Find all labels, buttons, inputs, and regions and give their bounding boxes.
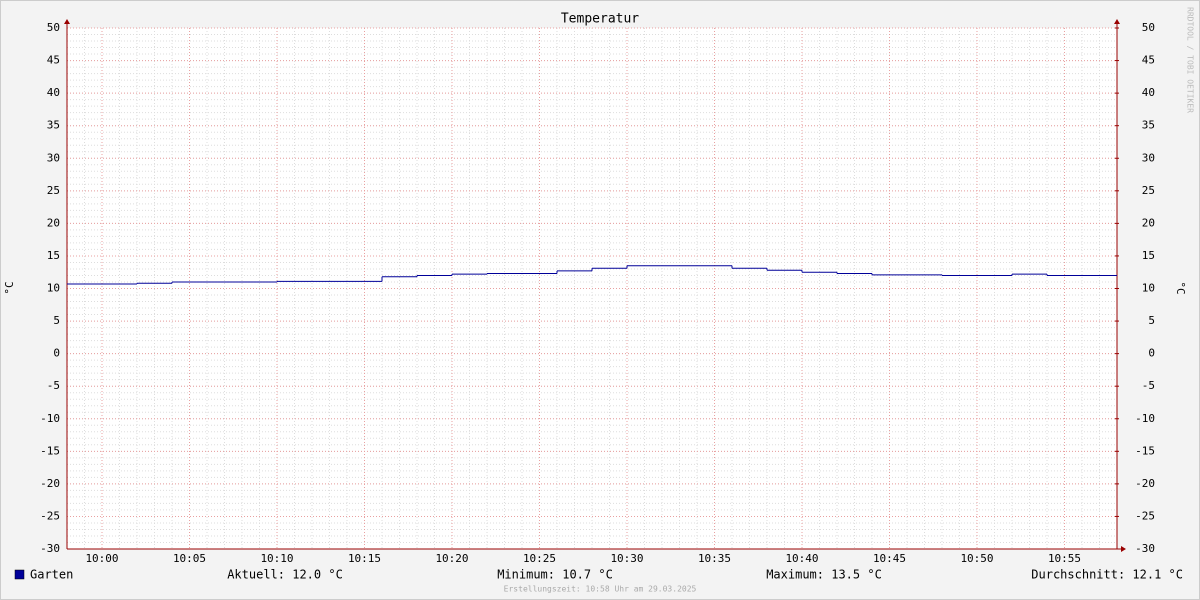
x-tick-label: 10:30 <box>610 552 643 565</box>
y-tick-label: 15 <box>47 249 60 262</box>
x-tick-label: 10:55 <box>1048 552 1081 565</box>
y2-tick-label: 35 <box>1142 119 1155 132</box>
y2-tick-label: -25 <box>1135 509 1155 522</box>
y-tick-label: 25 <box>47 184 60 197</box>
y2-tick-label: 50 <box>1142 21 1155 34</box>
x-tick-label: 10:45 <box>873 552 906 565</box>
chart-title: Temperatur <box>561 12 639 27</box>
y2-tick-label: 15 <box>1142 249 1155 262</box>
y2-tick-label: 20 <box>1142 216 1155 229</box>
legend-label: Garten <box>30 568 73 582</box>
y2-tick-label: 45 <box>1142 54 1155 67</box>
y2-tick-label: -5 <box>1142 379 1155 392</box>
legend-swatch <box>14 569 25 580</box>
x-tick-label: 10:15 <box>348 552 381 565</box>
x-tick-label: 10:10 <box>260 552 293 565</box>
y-tick-label: 40 <box>47 86 60 99</box>
arrow <box>1121 546 1126 552</box>
y-tick-label: 35 <box>47 119 60 132</box>
y-tick-label: -10 <box>40 412 60 425</box>
legend-stat: Maximum: 13.5 °C <box>766 568 882 582</box>
x-tick-label: 10:25 <box>523 552 556 565</box>
y2-axis-label: °C <box>1174 281 1187 294</box>
y2-tick-label: 5 <box>1148 314 1155 327</box>
legend-stat: Aktuell: 12.0 °C <box>227 568 343 582</box>
y2-tick-label: 30 <box>1142 151 1155 164</box>
x-tick-label: 10:50 <box>960 552 993 565</box>
y2-tick-label: 10 <box>1142 282 1155 295</box>
y2-tick-label: -10 <box>1135 412 1155 425</box>
y-tick-label: -20 <box>40 477 60 490</box>
y2-tick-label: -20 <box>1135 477 1155 490</box>
arrow <box>1114 19 1120 24</box>
y-tick-label: -5 <box>47 379 60 392</box>
arrow <box>64 19 70 24</box>
x-tick-label: 10:35 <box>698 552 731 565</box>
x-tick-label: 10:05 <box>173 552 206 565</box>
y-axis-label: °C <box>3 281 16 294</box>
y-tick-label: 45 <box>47 54 60 67</box>
y2-tick-label: -30 <box>1135 542 1155 555</box>
y2-tick-label: -15 <box>1135 444 1155 457</box>
watermark: RRDTOOL / TOBI OETIKER <box>1186 7 1195 113</box>
y-tick-label: -15 <box>40 444 60 457</box>
y-tick-label: 0 <box>53 347 60 360</box>
y-tick-label: 5 <box>53 314 60 327</box>
legend-stat: Minimum: 10.7 °C <box>497 568 613 582</box>
y-tick-label: 10 <box>47 282 60 295</box>
y-tick-label: 30 <box>47 151 60 164</box>
y-tick-label: 20 <box>47 216 60 229</box>
x-tick-label: 10:40 <box>785 552 818 565</box>
x-tick-label: 10:20 <box>435 552 468 565</box>
y-tick-label: -30 <box>40 542 60 555</box>
x-tick-label: 10:00 <box>85 552 118 565</box>
y2-tick-label: 25 <box>1142 184 1155 197</box>
y-tick-label: 50 <box>47 21 60 34</box>
y2-tick-label: 0 <box>1148 347 1155 360</box>
footer: Erstellungszeit: 10:58 Uhr am 29.03.2025 <box>504 585 697 594</box>
y2-tick-label: 40 <box>1142 86 1155 99</box>
y-tick-label: -25 <box>40 509 60 522</box>
legend-stat: Durchschnitt: 12.1 °C <box>1031 568 1183 582</box>
